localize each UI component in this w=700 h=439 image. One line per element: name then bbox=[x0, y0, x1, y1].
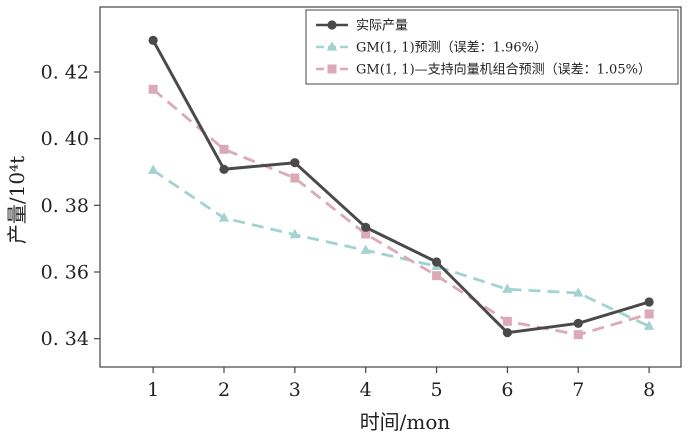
legend-box bbox=[305, 9, 679, 85]
x-tick-label: 6 bbox=[501, 379, 513, 401]
data-point bbox=[573, 287, 584, 297]
x-tick-label: 1 bbox=[147, 379, 159, 401]
y-tick-label: 0. 36 bbox=[41, 262, 89, 284]
data-point bbox=[219, 164, 229, 174]
data-point bbox=[290, 173, 300, 183]
x-tick-label: 3 bbox=[289, 379, 301, 401]
legend-label: GM(1, 1)预测（误差：1.96%） bbox=[356, 41, 547, 56]
data-point bbox=[502, 328, 513, 338]
data-point bbox=[431, 257, 442, 267]
series-line-1 bbox=[151, 39, 650, 335]
x-axis-title: 时间/mon bbox=[360, 410, 451, 434]
y-axis-title: 产量/10⁴t bbox=[5, 156, 29, 244]
legend-marker bbox=[326, 41, 338, 51]
x-tick-label: 2 bbox=[218, 379, 230, 401]
data-point bbox=[643, 320, 655, 330]
data-point bbox=[644, 309, 654, 319]
data-point bbox=[290, 158, 300, 168]
axis-ticks: 0. 34 0. 36 0. 38 0. 40 0. 42 1 2 3 4 5 6 7 8 bbox=[41, 62, 656, 402]
data-point bbox=[360, 244, 371, 254]
x-tick-label: 5 bbox=[431, 379, 443, 401]
x-tick-label: 4 bbox=[360, 379, 372, 401]
data-point bbox=[573, 330, 583, 340]
legend: 实际产量 GM(1, 1)预测（误差：1.96%） GM(1, 1)—支持向量机组合… bbox=[305, 9, 679, 85]
series-line-2 bbox=[152, 169, 650, 328]
legend-marker bbox=[327, 20, 337, 30]
data-point bbox=[502, 283, 513, 293]
y-tick-label: 0. 40 bbox=[41, 128, 89, 150]
data-point bbox=[289, 228, 301, 239]
y-tick-label: 0. 38 bbox=[41, 195, 89, 217]
y-tick-label: 0. 34 bbox=[41, 328, 89, 350]
data-point bbox=[148, 35, 158, 45]
data-point bbox=[644, 297, 654, 307]
data-point bbox=[147, 164, 159, 174]
data-point bbox=[218, 212, 230, 222]
plot-frame bbox=[99, 6, 682, 368]
series-layer bbox=[147, 35, 655, 340]
legend-label: 实际产量 bbox=[356, 19, 408, 34]
data-point bbox=[502, 316, 512, 326]
series-line-3 bbox=[152, 88, 650, 337]
x-tick-label: 7 bbox=[572, 379, 584, 401]
data-point bbox=[573, 318, 583, 328]
y-tick-label: 0. 42 bbox=[41, 62, 89, 84]
data-point bbox=[219, 144, 229, 154]
legend-marker bbox=[327, 64, 337, 74]
data-point bbox=[432, 271, 442, 281]
data-point bbox=[361, 229, 371, 239]
legend-label: GM(1, 1)—支持向量机组合预测（误差：1.05%） bbox=[356, 62, 651, 78]
x-tick-label: 8 bbox=[643, 379, 655, 401]
data-point bbox=[148, 84, 158, 94]
data-point bbox=[361, 222, 371, 232]
